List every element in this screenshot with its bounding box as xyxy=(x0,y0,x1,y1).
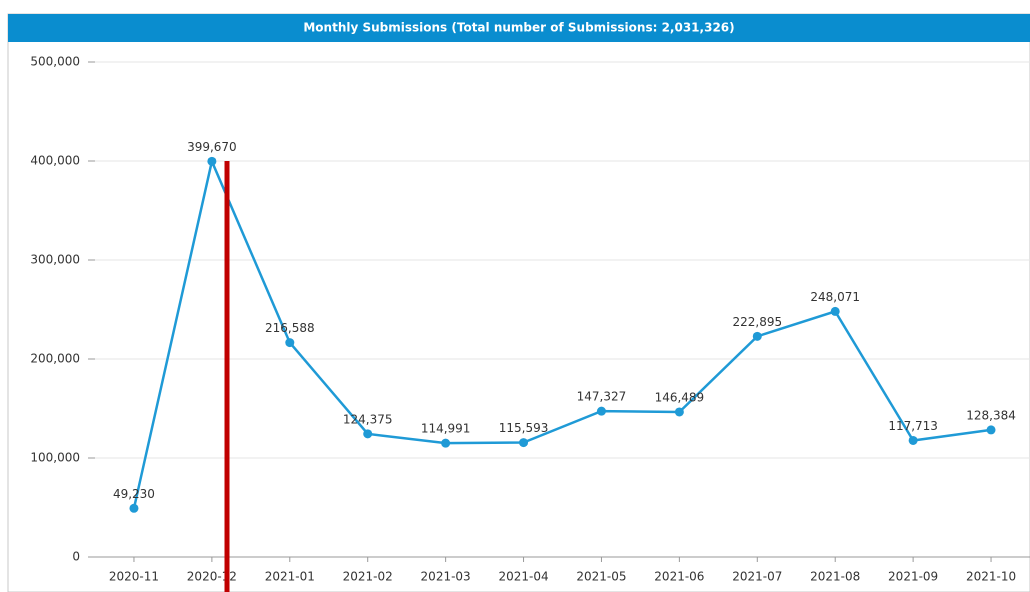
title-bar xyxy=(8,14,1030,42)
data-point xyxy=(441,438,451,448)
data-label: 115,593 xyxy=(499,421,549,435)
data-point xyxy=(986,425,996,435)
x-tick-label: 2021-09 xyxy=(888,570,938,584)
y-tick-label: 500,000 xyxy=(30,55,80,69)
y-tick-label: 100,000 xyxy=(30,451,80,465)
y-tick-label: 400,000 xyxy=(30,154,80,168)
data-line xyxy=(132,157,992,509)
data-point xyxy=(908,435,918,445)
x-tick-label: 2021-05 xyxy=(576,570,626,584)
x-tick-label: 2021-07 xyxy=(732,570,782,584)
data-label: 49,230 xyxy=(113,487,155,501)
chart-title: Monthly Submissions (Total number of Sub… xyxy=(303,21,734,35)
data-point xyxy=(129,503,139,513)
data-label: 147,327 xyxy=(577,390,627,404)
grid: 0 100,000 200,000 300,000 400,000 500,000 2020… xyxy=(30,55,1030,584)
data-label: 124,375 xyxy=(343,412,393,426)
data-point xyxy=(674,407,684,417)
data-point xyxy=(830,306,840,316)
data-label: 117,713 xyxy=(888,419,938,433)
data-point xyxy=(752,331,762,341)
plot: 49,230 399,670 216,588 124,375 114,991 115,59… xyxy=(113,140,1016,513)
x-tick-label: 2020-11 xyxy=(109,570,159,584)
y-tick-label: 0 xyxy=(72,550,80,564)
data-label: 128,384 xyxy=(966,408,1016,422)
y-tick-label: 300,000 xyxy=(30,253,80,267)
x-tick-label: 2021-10 xyxy=(966,570,1016,584)
data-label: 248,071 xyxy=(810,290,860,304)
x-tick-label: 2021-04 xyxy=(498,570,548,584)
x-tick-label: 2021-06 xyxy=(654,570,704,584)
x-tick-label: 2021-03 xyxy=(421,570,471,584)
data-point xyxy=(207,156,217,166)
data-point xyxy=(363,429,373,439)
x-tick-label: 2021-01 xyxy=(265,570,315,584)
data-label: 114,991 xyxy=(421,422,471,436)
data-point xyxy=(519,438,529,448)
x-tick-label: 2021-08 xyxy=(810,570,860,584)
data-label: 216,588 xyxy=(265,321,315,335)
x-tick-label: 2020-12 xyxy=(187,570,237,584)
data-label: 146,489 xyxy=(655,390,705,404)
chart-frame xyxy=(7,13,1030,592)
data-point xyxy=(596,406,606,416)
data-label: 399,670 xyxy=(187,140,237,154)
x-tick-label: 2021-02 xyxy=(343,570,393,584)
data-point xyxy=(285,338,295,348)
data-label: 222,895 xyxy=(732,315,782,329)
y-tick-label: 200,000 xyxy=(30,352,80,366)
